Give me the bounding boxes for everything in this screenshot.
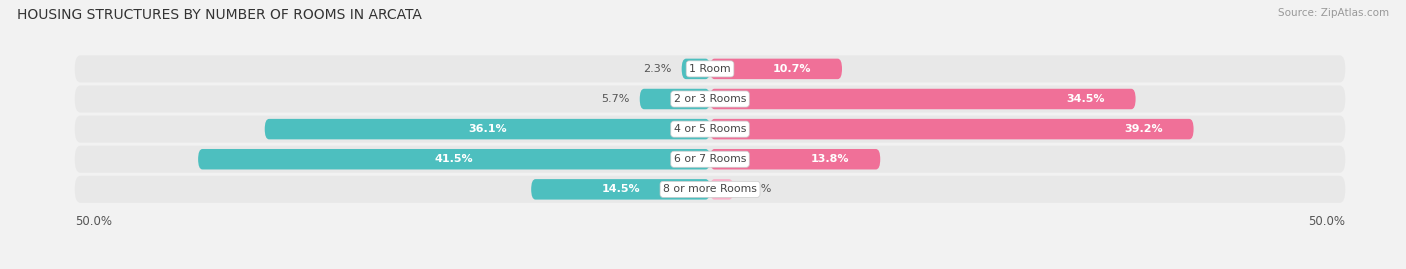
FancyBboxPatch shape (75, 146, 1346, 173)
Text: 41.5%: 41.5% (434, 154, 474, 164)
FancyBboxPatch shape (264, 119, 710, 139)
FancyBboxPatch shape (710, 119, 1194, 139)
FancyBboxPatch shape (198, 149, 710, 169)
FancyBboxPatch shape (75, 176, 1346, 203)
Text: 34.5%: 34.5% (1066, 94, 1105, 104)
Text: Source: ZipAtlas.com: Source: ZipAtlas.com (1278, 8, 1389, 18)
Text: 5.7%: 5.7% (602, 94, 630, 104)
Text: 10.7%: 10.7% (773, 64, 811, 74)
Text: 6 or 7 Rooms: 6 or 7 Rooms (673, 154, 747, 164)
Text: 1.9%: 1.9% (744, 184, 772, 194)
FancyBboxPatch shape (710, 149, 880, 169)
FancyBboxPatch shape (75, 55, 1346, 82)
Text: 39.2%: 39.2% (1125, 124, 1163, 134)
Text: 14.5%: 14.5% (602, 184, 640, 194)
Text: 2 or 3 Rooms: 2 or 3 Rooms (673, 94, 747, 104)
FancyBboxPatch shape (531, 179, 710, 200)
FancyBboxPatch shape (710, 179, 734, 200)
FancyBboxPatch shape (640, 89, 710, 109)
Text: 13.8%: 13.8% (811, 154, 849, 164)
Text: 4 or 5 Rooms: 4 or 5 Rooms (673, 124, 747, 134)
FancyBboxPatch shape (710, 89, 1136, 109)
Text: 36.1%: 36.1% (468, 124, 506, 134)
FancyBboxPatch shape (682, 59, 710, 79)
Text: 8 or more Rooms: 8 or more Rooms (664, 184, 756, 194)
FancyBboxPatch shape (75, 86, 1346, 112)
FancyBboxPatch shape (75, 116, 1346, 143)
FancyBboxPatch shape (710, 59, 842, 79)
Text: 2.3%: 2.3% (644, 64, 672, 74)
Text: 1 Room: 1 Room (689, 64, 731, 74)
Text: HOUSING STRUCTURES BY NUMBER OF ROOMS IN ARCATA: HOUSING STRUCTURES BY NUMBER OF ROOMS IN… (17, 8, 422, 22)
